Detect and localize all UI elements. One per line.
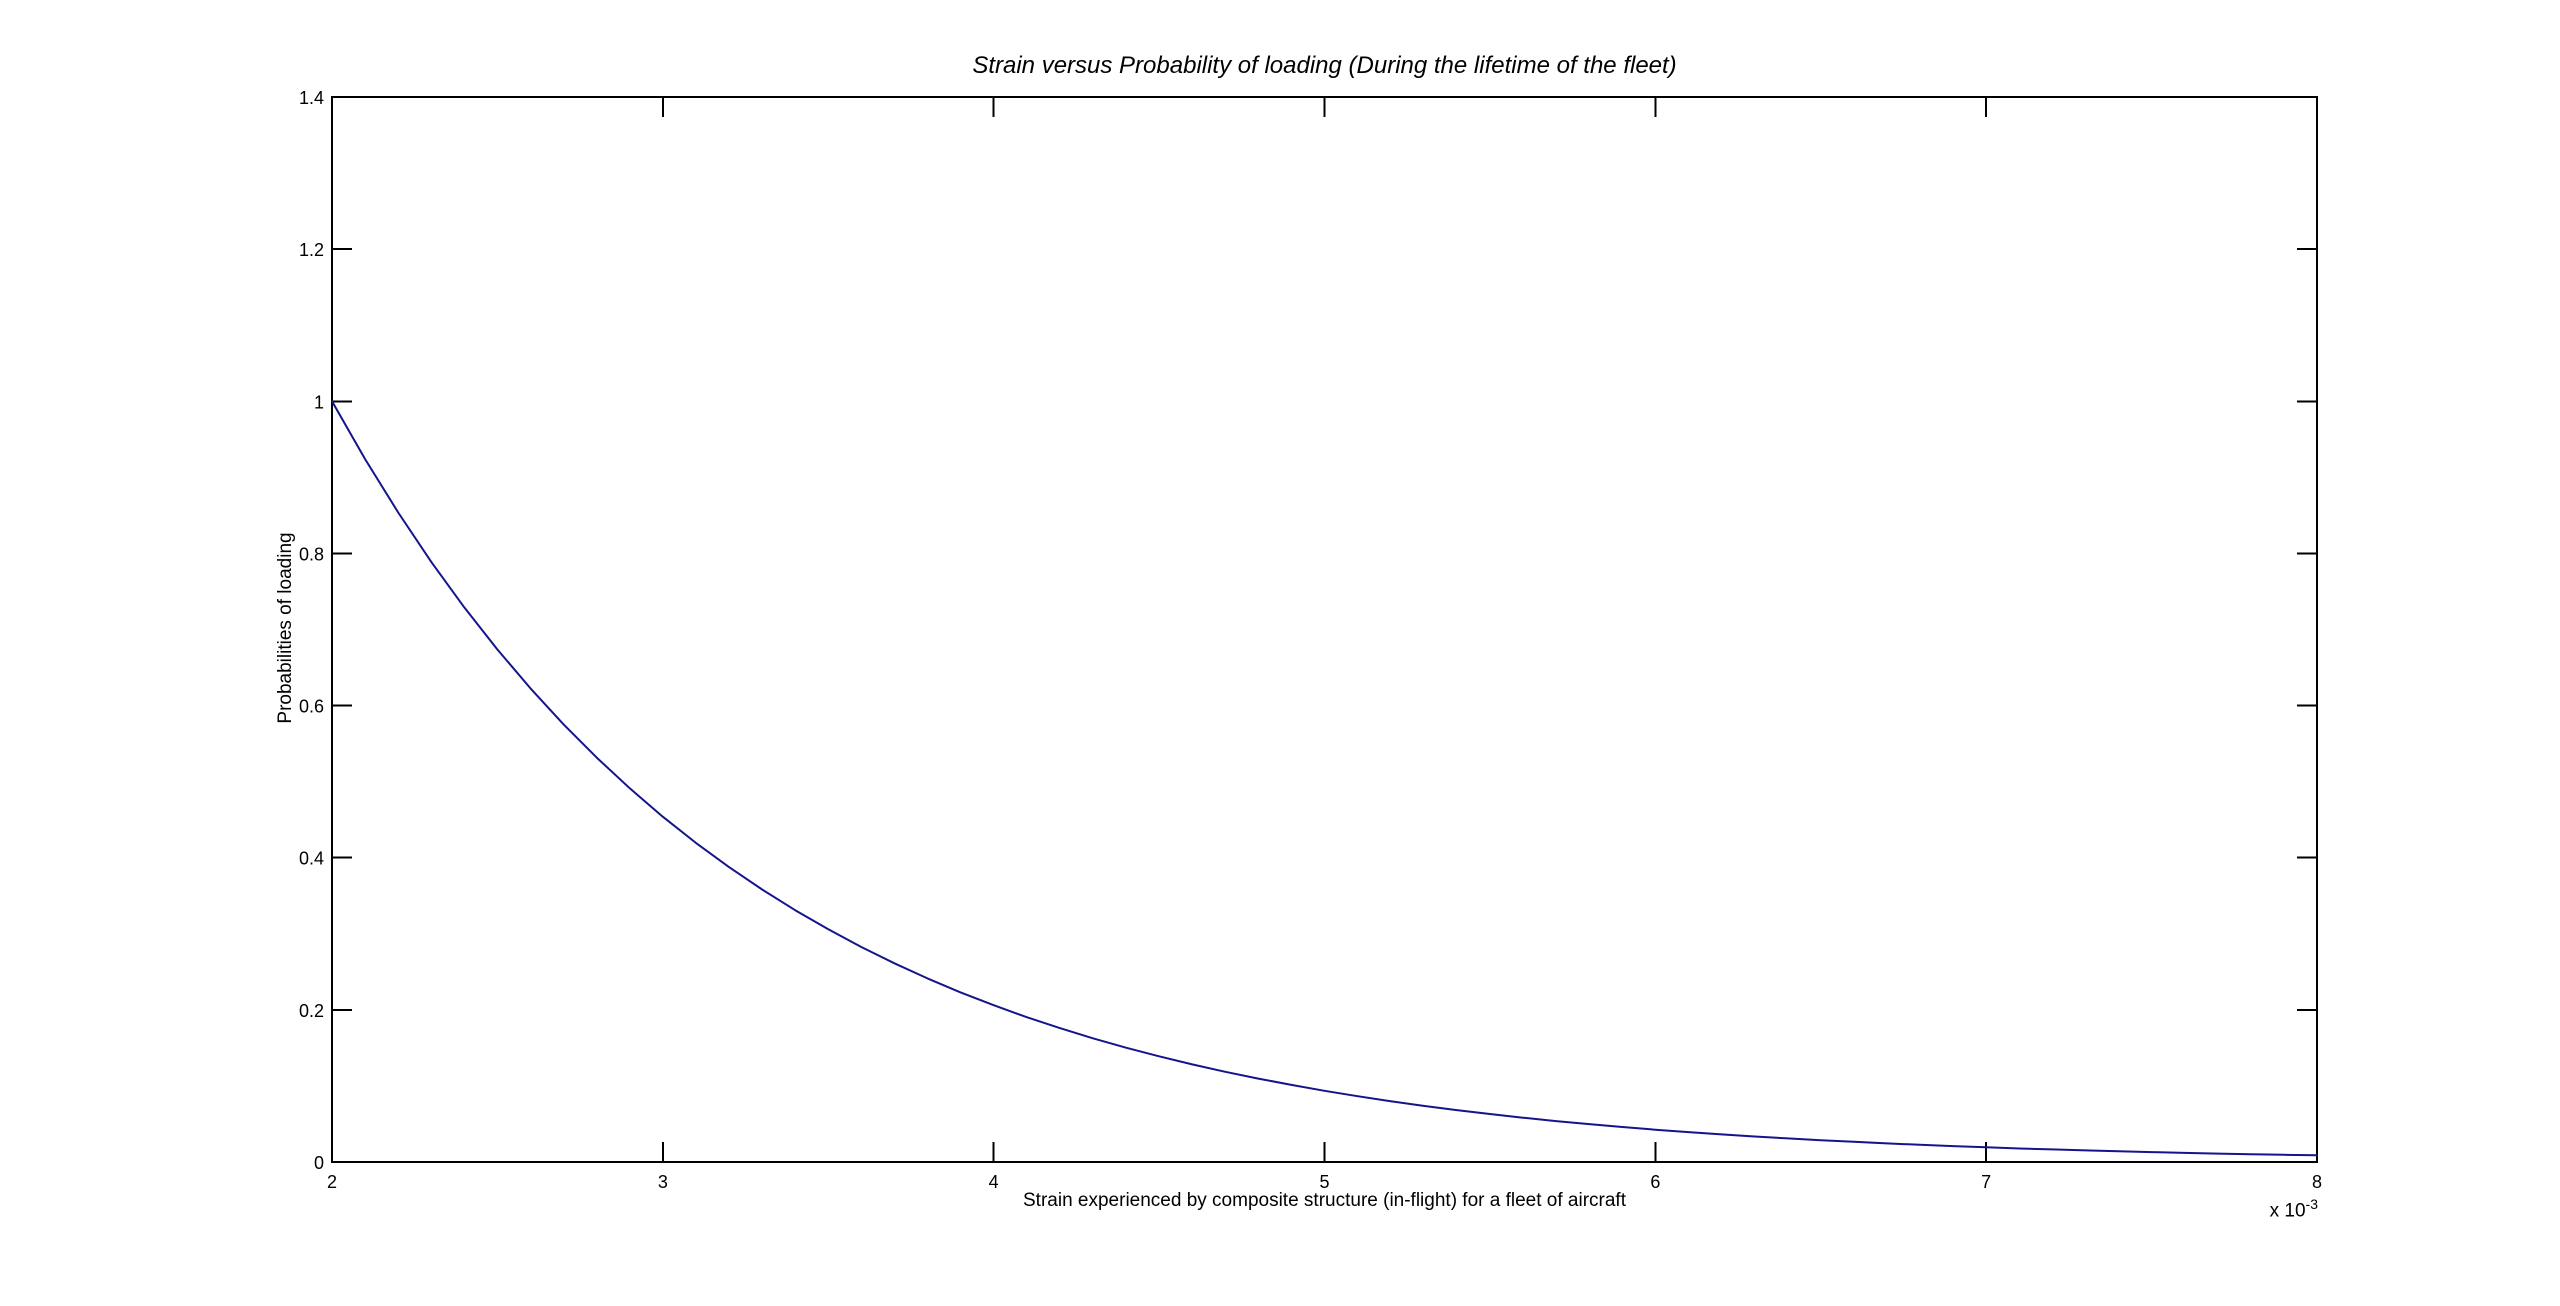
x-tick-label: 6 (1650, 1172, 1660, 1192)
x-axis-multiplier-base: x 10 (2269, 1200, 2306, 1222)
x-tick-label: 8 (2312, 1172, 2322, 1192)
y-tick-label: 1 (314, 392, 324, 412)
x-axis-multiplier: x 10-3 (2270, 1196, 2318, 1222)
x-tick-label: 4 (989, 1172, 999, 1192)
y-tick-label: 0 (314, 1153, 324, 1173)
chart-title: Strain versus Probability of loading (Du… (972, 52, 1677, 79)
x-tick-label: 7 (1981, 1172, 1991, 1192)
data-curve (331, 400, 2318, 1157)
y-tick-label: 1.4 (299, 88, 324, 108)
x-tick-label: 5 (1319, 1172, 1329, 1192)
y-tick-label: 0.6 (299, 697, 324, 717)
y-tick-label: 0.4 (299, 849, 324, 869)
plot-box (331, 96, 2318, 1163)
y-tick-label: 0.2 (299, 1001, 324, 1021)
x-tick-label: 2 (327, 1172, 337, 1192)
y-axis-label: Probabilities of loading (275, 532, 296, 724)
x-tick-label: 3 (658, 1172, 668, 1192)
x-axis-multiplier-exponent: -3 (2305, 1196, 2318, 1212)
y-tick-label: 1.2 (299, 240, 324, 260)
x-axis-label: Strain experienced by composite structur… (1023, 1190, 1626, 1211)
y-tick-label: 0.8 (299, 544, 324, 564)
